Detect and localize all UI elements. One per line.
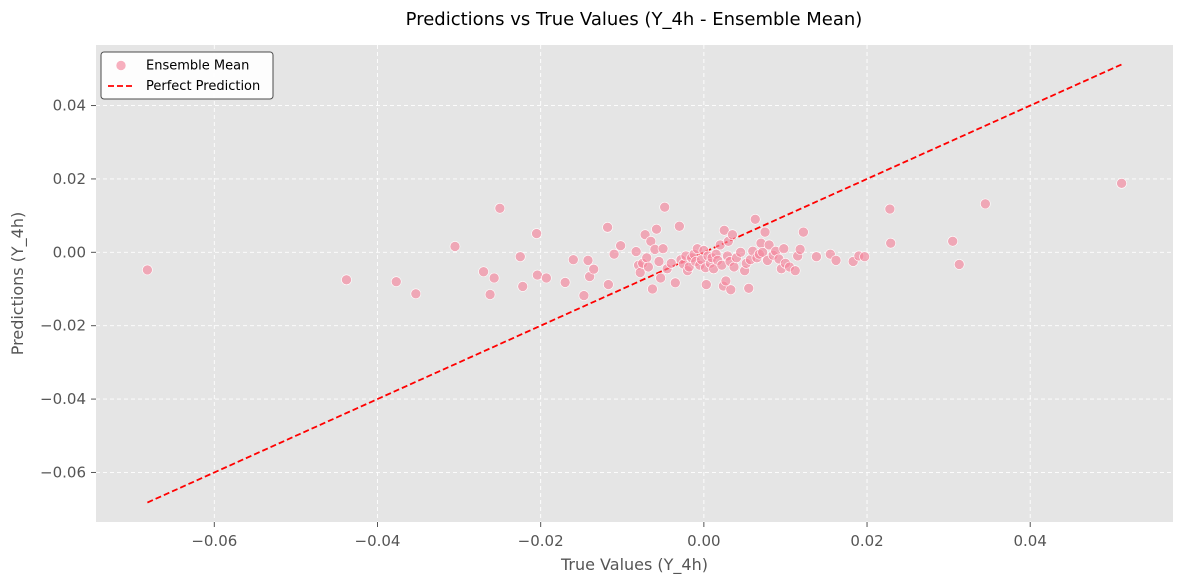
scatter-point <box>1116 178 1127 189</box>
scatter-point <box>665 258 677 269</box>
scatter-point <box>811 251 822 263</box>
y-tick-label: −0.04 <box>40 390 86 408</box>
scatter-point <box>743 282 755 294</box>
y-tick-label: −0.06 <box>40 463 86 481</box>
y-tick-label: 0.00 <box>53 243 86 261</box>
scatter-point <box>657 243 669 254</box>
scatter-point <box>449 241 461 252</box>
scatter-point <box>559 277 571 288</box>
scatter-point <box>718 224 730 236</box>
scatter-point <box>789 265 801 276</box>
scatter-point <box>488 272 500 284</box>
legend: Ensemble Mean Perfect Prediction <box>100 51 274 100</box>
perfect-prediction-layer <box>147 63 1122 504</box>
scatter-point <box>615 240 626 252</box>
scatter-point <box>608 248 620 260</box>
x-tick-label: −0.04 <box>355 532 401 550</box>
scatter-point <box>885 237 896 249</box>
scatter-point <box>478 266 489 278</box>
scatter-point <box>720 275 732 287</box>
scatter-point <box>735 247 746 258</box>
scatter-point <box>778 243 790 254</box>
scatter-point <box>700 279 712 290</box>
scatter-point <box>630 246 642 257</box>
scatter-point <box>532 269 543 281</box>
y-tick-label: 0.02 <box>53 170 86 188</box>
legend-box <box>100 51 274 100</box>
scatter-point <box>602 222 613 233</box>
scatter-point <box>484 289 496 300</box>
chart-title: Predictions vs True Values (Y_4h - Ensem… <box>406 9 863 30</box>
scatter-point <box>641 252 653 264</box>
x-tick-label: 0.04 <box>1014 532 1047 550</box>
scatter-point <box>749 213 761 225</box>
scatter-point <box>947 236 959 247</box>
scatter-point <box>659 201 670 213</box>
scatter-point <box>142 264 153 276</box>
scatter-point <box>410 288 422 300</box>
scatter-point <box>651 223 662 235</box>
scatter-point <box>980 198 991 210</box>
scatter-point <box>884 203 896 215</box>
scatter-point <box>763 239 775 251</box>
legend-marker-ensemble-mean <box>115 60 127 71</box>
scatter-point <box>582 255 594 266</box>
scatter-point <box>517 281 529 292</box>
scatter-point <box>514 251 526 263</box>
scatter-point <box>794 244 806 255</box>
scatter-point <box>728 261 740 273</box>
scatter-point <box>341 274 352 286</box>
scatter-point <box>588 263 600 275</box>
y-axis-label: Predictions (Y_4h) <box>8 212 28 355</box>
y-tick-label: 0.04 <box>53 97 86 115</box>
scatter-point <box>674 220 685 232</box>
x-tick-label: 0.00 <box>687 532 720 550</box>
scatter-point <box>494 202 506 214</box>
legend-label-perfect-prediction: Perfect Prediction <box>146 79 260 94</box>
scatter-point <box>653 256 665 267</box>
scatter-point <box>568 254 579 265</box>
scatter-point <box>603 279 614 290</box>
scatter-point <box>759 226 771 238</box>
scatter-point <box>727 229 738 240</box>
scatter-point <box>859 251 870 263</box>
perfect-prediction-line <box>147 63 1122 504</box>
scatter-point <box>798 226 809 238</box>
scatter-point <box>390 276 402 287</box>
legend-label-ensemble-mean: Ensemble Mean <box>146 59 249 74</box>
scatter-point <box>757 247 768 258</box>
scatter-point <box>830 255 842 266</box>
x-tick-label: 0.02 <box>850 532 883 550</box>
axis-ticks: −0.06 −0.04 −0.02 0.00 0.02 0.04 −0.06 −0.04 −0.… <box>40 97 1047 550</box>
scatter-point <box>647 283 658 295</box>
x-tick-label: −0.02 <box>518 532 564 550</box>
x-tick-label: −0.06 <box>191 532 237 550</box>
scatter-point <box>578 290 590 301</box>
scatter-point <box>655 272 666 284</box>
scatter-point <box>953 259 965 270</box>
scatter-point <box>669 277 681 289</box>
y-tick-label: −0.02 <box>40 317 86 335</box>
x-axis-label: True Values (Y_4h) <box>560 555 708 575</box>
scatter-point <box>531 228 542 239</box>
scatter-point <box>643 261 654 273</box>
scatter-point <box>725 284 737 296</box>
scatter-points <box>142 178 1127 301</box>
scatter-point <box>541 272 552 284</box>
